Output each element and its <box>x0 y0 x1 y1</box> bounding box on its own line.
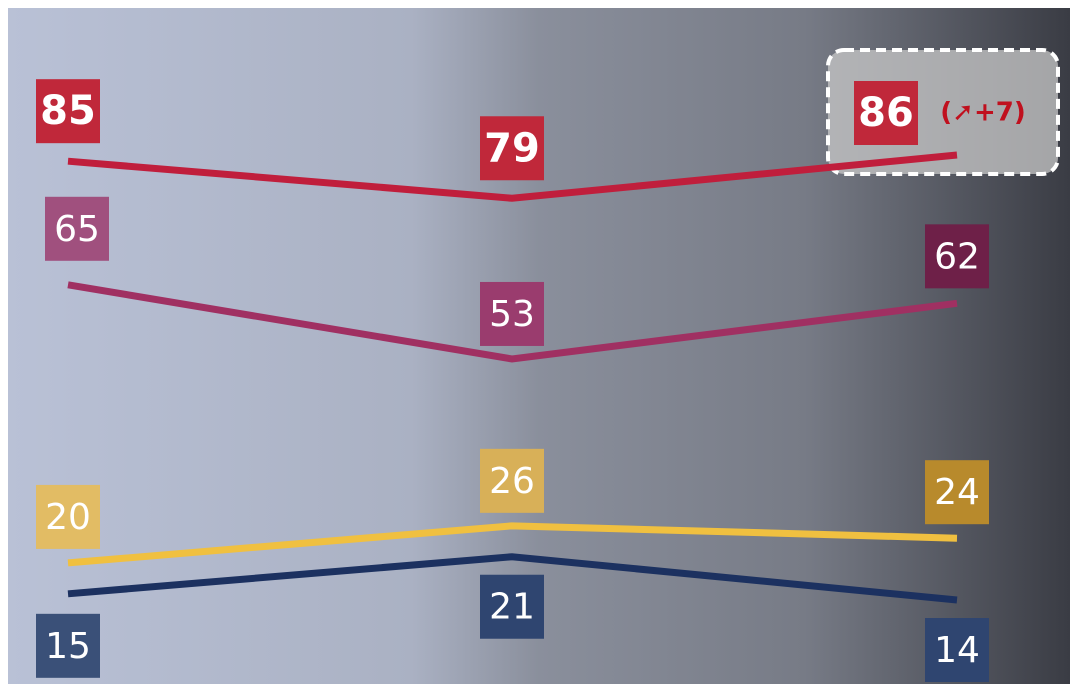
label-box <box>480 281 544 346</box>
line <box>67 522 958 567</box>
label-box <box>45 196 109 261</box>
value-label: 53 <box>489 294 535 335</box>
annotation: (➚+7) <box>940 98 1025 128</box>
label-box <box>36 484 100 549</box>
value-label: 85 <box>40 88 96 134</box>
label-box <box>480 116 544 181</box>
value-label: 79 <box>484 125 540 171</box>
label-box <box>925 224 989 289</box>
label-box <box>854 81 918 145</box>
value-label: 15 <box>45 626 91 667</box>
line <box>67 281 958 363</box>
value-label: 14 <box>934 630 980 671</box>
label-box <box>36 79 100 144</box>
value-label: 21 <box>489 587 535 628</box>
label-box <box>480 448 544 513</box>
line <box>67 151 958 202</box>
value-label: 26 <box>489 461 535 502</box>
value-label: 65 <box>54 209 100 250</box>
label-box <box>925 460 989 525</box>
value-label: 20 <box>45 497 91 538</box>
line <box>67 553 958 604</box>
label-box <box>925 618 989 682</box>
label-box <box>480 574 544 639</box>
label-box <box>36 613 100 678</box>
value-label: 62 <box>934 236 980 277</box>
value-label: 24 <box>934 472 980 513</box>
value-label: 86 <box>858 90 914 136</box>
